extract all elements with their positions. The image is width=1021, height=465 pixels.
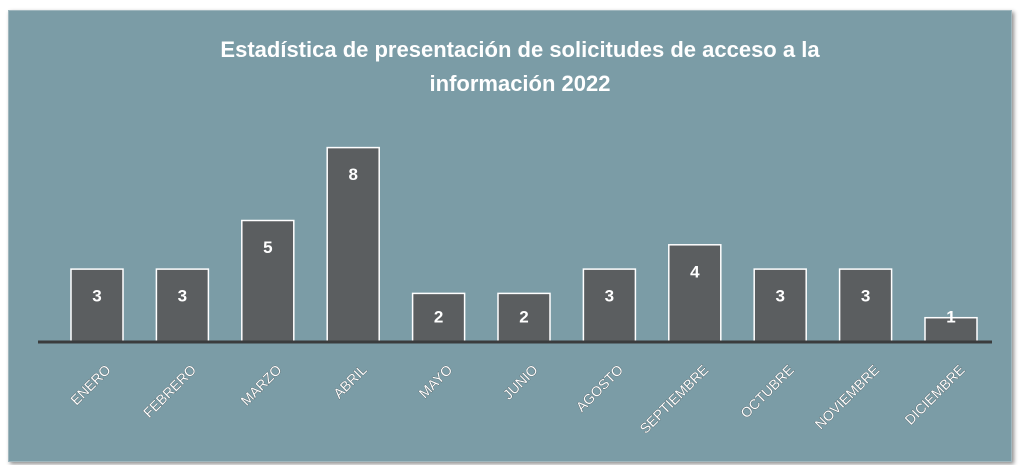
data-label: 3 (92, 287, 101, 306)
data-label: 8 (348, 165, 357, 184)
data-label: 2 (519, 307, 528, 326)
bar (411, 292, 466, 343)
data-label: 4 (690, 262, 700, 281)
x-tick-label: FEBRERO (140, 361, 199, 420)
x-tick-label: NOVIEMBRE (812, 361, 883, 432)
bar (155, 268, 210, 343)
data-label: 3 (775, 287, 784, 306)
bar (668, 244, 722, 343)
x-tick-label: MARZO (237, 361, 284, 408)
chart-title: Estadística de presentación de solicitud… (220, 37, 820, 96)
x-tick-label: OCTUBRE (737, 361, 797, 421)
bar (326, 146, 380, 343)
data-label: 3 (861, 287, 870, 306)
data-label: 2 (434, 307, 443, 326)
x-tick-label: AGOSTO (573, 361, 627, 415)
x-tick-label: SEPTIEMBRE (636, 361, 711, 436)
data-label: 5 (263, 238, 272, 257)
bar (753, 268, 807, 343)
data-label: 1 (946, 307, 955, 326)
x-tick-label: ENERO (67, 361, 114, 408)
bar (241, 219, 295, 343)
x-tick-label: ABRIL (330, 361, 370, 401)
data-label: 3 (178, 287, 187, 306)
x-tick-label: JUNIO (500, 361, 541, 402)
data-label: 3 (605, 287, 614, 306)
bar (70, 268, 124, 343)
bar (497, 292, 551, 343)
chart-frame (8, 10, 1012, 462)
x-tick-label: DICIEMBRE (901, 361, 967, 427)
x-tick-label: MAYO (416, 361, 456, 401)
